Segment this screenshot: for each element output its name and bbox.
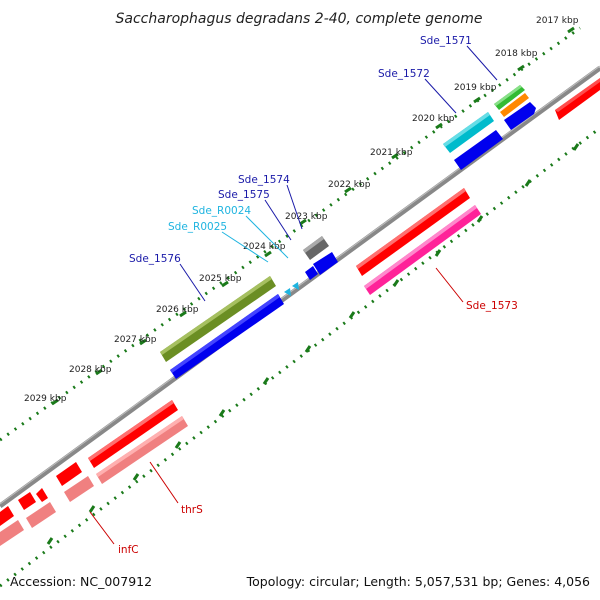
kbp-label-2024: 2024 kbp (243, 242, 286, 252)
feature-sde-1576[interactable] (160, 276, 284, 379)
feature-red-small-1[interactable] (56, 462, 82, 486)
feature-blue-arrow-2019[interactable] (504, 102, 536, 130)
label-sde-1573[interactable]: Sde_1573 (466, 300, 518, 312)
feature-sde-1573[interactable] (356, 188, 481, 295)
label-sde-r0024[interactable]: Sde_R0024 (192, 205, 251, 217)
feature-sde-1574[interactable] (303, 236, 329, 260)
kbp-label-2023: 2023 kbp (285, 212, 328, 222)
footer-summary: Topology: circular; Length: 5,057,531 bp… (246, 574, 590, 589)
kbp-label-2026: 2026 kbp (156, 305, 199, 315)
kbp-label-2029: 2029 kbp (24, 394, 67, 404)
kbp-label-2028: 2028 kbp (69, 365, 112, 375)
map-title: Saccharophagus degradans 2-40, complete … (116, 11, 483, 27)
label-sde-1575[interactable]: Sde_1575 (218, 189, 270, 201)
leader-sde-1571 (466, 45, 498, 81)
leader-sde-1574 (286, 184, 303, 230)
leader-sde-r0025 (221, 231, 269, 263)
feature-salmon-small-1[interactable] (64, 476, 94, 502)
outer-major-ticks (51, 26, 575, 406)
feature-blue-2020[interactable] (454, 130, 503, 170)
outer-tick-track (0, 26, 581, 442)
label-sde-1576[interactable]: Sde_1576 (129, 253, 181, 265)
feature-thrs[interactable] (88, 400, 188, 484)
footer-accession: Accession: NC_007912 (10, 574, 153, 589)
feature-infc[interactable] (0, 502, 56, 546)
leader-sde-r0024 (245, 215, 289, 259)
kbp-label-2017: 2017 kbp (536, 16, 579, 26)
kbp-label-2025: 2025 kbp (199, 274, 242, 284)
label-thrs[interactable]: thrS (181, 504, 203, 516)
kbp-label-2018: 2018 kbp (495, 49, 538, 59)
kbp-label-2019: 2019 kbp (454, 83, 497, 93)
label-sde-1574[interactable]: Sde_1574 (238, 174, 290, 186)
feature-sde-r0025[interactable] (284, 288, 291, 296)
label-sde-1571[interactable]: Sde_1571 (420, 35, 472, 47)
leader-thrs (149, 461, 179, 504)
feature-sde-1572[interactable] (443, 112, 494, 153)
kbp-label-2021: 2021 kbp (370, 148, 413, 158)
feature-sde-1571[interactable] (494, 85, 529, 117)
leader-sde-1573 (435, 267, 464, 303)
feature-red-small-3[interactable] (18, 492, 36, 510)
leader-sde-1575 (264, 199, 292, 241)
inner-major-ticks (46, 143, 580, 545)
kbp-label-2027: 2027 kbp (114, 335, 157, 345)
feature-red-edge[interactable] (555, 78, 600, 120)
feature-sde-r0024[interactable] (292, 282, 299, 290)
feature-sde-1575[interactable] (313, 252, 338, 275)
genome-backbone (0, 65, 600, 509)
kbp-label-2022: 2022 kbp (328, 180, 371, 190)
feature-red-small-2[interactable] (36, 488, 48, 502)
label-sde-1572[interactable]: Sde_1572 (378, 68, 430, 80)
leader-sde-1572 (424, 78, 457, 114)
label-sde-r0025[interactable]: Sde_R0025 (168, 221, 227, 233)
leader-sde-1576 (179, 263, 206, 302)
genome-backbone-highlight (0, 65, 600, 505)
inner-tick-track (0, 126, 600, 588)
kbp-label-2020: 2020 kbp (412, 114, 455, 124)
label-infc[interactable]: infC (118, 544, 139, 556)
leader-infc (89, 511, 115, 545)
feature-sde-1575-b[interactable] (305, 266, 318, 280)
